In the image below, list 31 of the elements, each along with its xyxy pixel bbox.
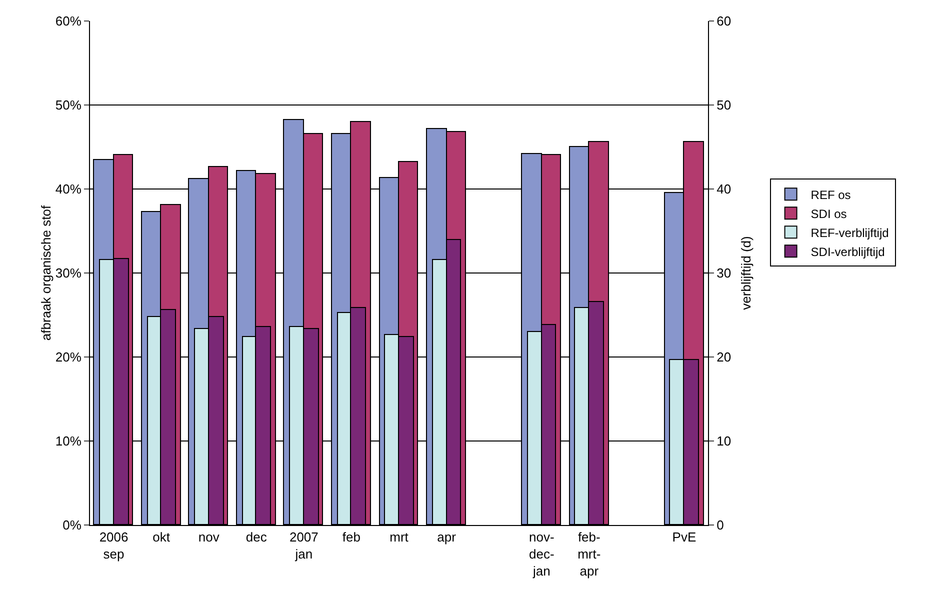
y2-tick-label: 10: [716, 434, 732, 449]
y-tick-label: 30%: [55, 266, 82, 281]
x-tick-label: 2006 sep: [99, 530, 128, 562]
y2-tick-label: 60: [716, 14, 732, 29]
x-tick-label: 2007 jan: [289, 530, 318, 562]
y-tick-label: 50%: [55, 98, 82, 113]
x-tick-label: apr: [437, 530, 457, 545]
y2-tick-label: 20: [716, 350, 732, 365]
legend-label: SDI-verblijftijd: [810, 244, 885, 259]
x-tick-label: feb: [342, 530, 360, 545]
y-tick-label: 10%: [55, 434, 82, 449]
y-axis-title: afbraak organische stof: [38, 205, 54, 341]
y-tick-label: 20%: [55, 350, 82, 365]
y-tick-label: 40%: [55, 182, 82, 197]
x-tick-label: nov: [198, 530, 220, 545]
x-tick-label: okt: [152, 530, 170, 545]
y-tick-label: 60%: [55, 14, 82, 29]
y2-axis-title: verblijftijd (d): [738, 236, 754, 310]
legend-label: REF-verblijftijd: [810, 226, 889, 240]
y-tick-label: 0%: [62, 518, 82, 533]
legend-label: REF os: [810, 188, 851, 202]
y2-tick-label: 50: [716, 98, 732, 113]
x-tick-label: PvE: [672, 530, 696, 545]
y2-tick-label: 0: [716, 518, 724, 533]
x-tick-label: nov- dec- jan: [528, 530, 554, 578]
x-tick-label: dec: [246, 530, 268, 545]
x-tick-label: feb- mrt- apr: [578, 530, 601, 578]
y2-tick-label: 30: [716, 266, 732, 281]
y2-tick-label: 40: [716, 182, 732, 197]
legend-label: SDI os: [810, 206, 847, 221]
x-tick-label: mrt: [390, 530, 409, 545]
